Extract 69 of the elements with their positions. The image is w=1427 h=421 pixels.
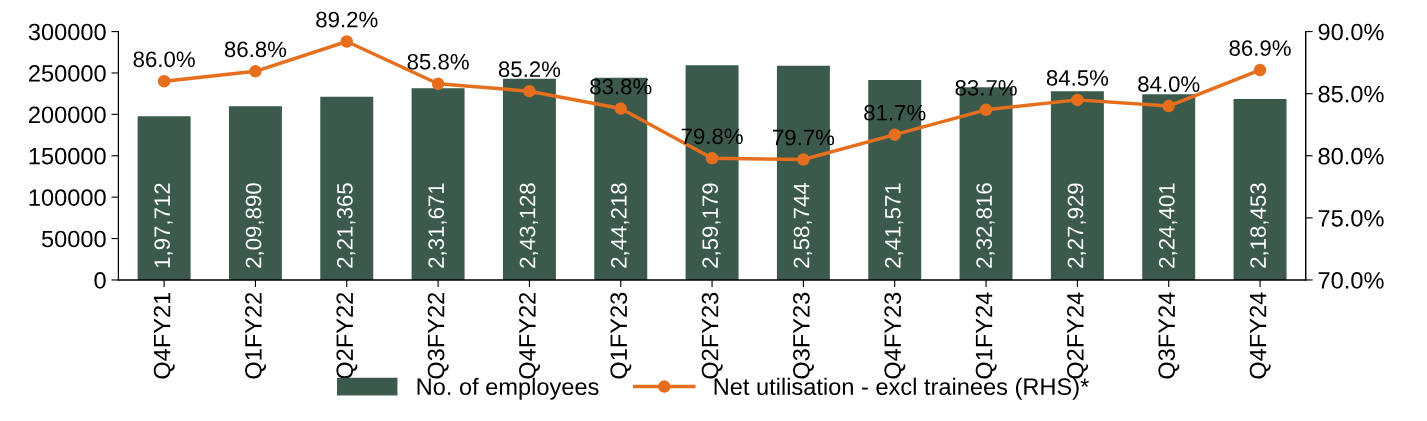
x-tick-label: Q2FY24	[1067, 292, 1088, 379]
data-label: 2,41,571	[884, 183, 904, 268]
data-label: 85.8%	[407, 53, 469, 70]
x-tick-label: Q1FY22	[245, 292, 266, 379]
point	[705, 152, 719, 165]
data-label: 2,09,890	[245, 183, 265, 268]
x-tick-label: Q4FY21	[153, 292, 175, 379]
data-label: 2,31,671	[428, 183, 447, 268]
x-tick-label: Q4FY23	[884, 292, 906, 379]
data-label: 2,58,744	[793, 183, 812, 268]
data-label: 2,43,128	[519, 183, 539, 268]
y2-tick-label: 70.0%	[1318, 272, 1384, 289]
data-label: 2,32,816	[976, 183, 995, 268]
x-tick-label: Q3FY23	[793, 292, 814, 379]
bar	[1233, 99, 1287, 280]
legend-label: Net utilisation - excl trainees (RHS)*	[714, 377, 1089, 400]
point	[431, 77, 445, 90]
point	[797, 153, 810, 166]
data-label: 2,59,179	[702, 183, 721, 268]
x-tick-label: Q2FY23	[701, 292, 723, 379]
point	[157, 75, 171, 88]
point	[1071, 93, 1084, 107]
y-tick-label: 250000	[29, 65, 106, 82]
bar	[228, 106, 282, 280]
x-tick-label: Q3FY22	[427, 292, 449, 379]
y2-tick-label: 80.0%	[1318, 147, 1384, 165]
data-label: 2,18,453	[1250, 183, 1269, 268]
data-label: 2,27,929	[1067, 183, 1086, 268]
bar	[320, 96, 374, 280]
y-tick-label: 50000	[41, 230, 106, 248]
x-tick-label: Q1FY24	[975, 292, 997, 379]
y-tick-label: 300000	[28, 23, 106, 41]
data-label: 84.5%	[1046, 70, 1109, 86]
point	[1162, 99, 1175, 113]
data-label: 1,97,712	[154, 183, 173, 268]
point	[979, 103, 993, 117]
point	[249, 65, 262, 78]
x-tick-label: Q1FY23	[610, 292, 632, 379]
x-tick-label: Q3FY24	[1158, 292, 1180, 379]
data-label: 2,44,218	[610, 183, 630, 268]
data-label: 85.2%	[498, 61, 561, 78]
data-label: 89.2%	[316, 11, 378, 28]
bar	[1050, 91, 1104, 280]
y-tick-label: 150000	[29, 147, 106, 165]
data-label: 86.0%	[133, 51, 195, 68]
data-label: 84.0%	[1138, 76, 1200, 92]
y2-tick-label: 85.0%	[1318, 85, 1384, 103]
bar	[502, 78, 556, 280]
data-label: 86.9%	[1229, 40, 1291, 56]
bar	[1142, 94, 1196, 280]
legend-label: No. of employees	[417, 377, 599, 400]
data-label: 86.8%	[224, 41, 287, 58]
y-tick-label: 200000	[29, 106, 106, 124]
y-tick-label: 100000	[29, 189, 106, 206]
point	[1253, 63, 1267, 77]
point	[614, 102, 627, 115]
x-tick-label: Q2FY22	[336, 292, 358, 379]
y2-tick-label: 90.0%	[1318, 23, 1384, 41]
bar	[411, 88, 465, 280]
data-label: 2,24,401	[1158, 183, 1178, 268]
point	[888, 128, 901, 141]
y-tick-label: 0	[94, 272, 106, 289]
y2-tick-label: 75.0%	[1318, 209, 1384, 227]
bar	[137, 116, 191, 280]
x-tick-label: Q4FY22	[519, 292, 540, 379]
point	[523, 84, 536, 98]
point	[340, 35, 354, 48]
data-label: 2,21,365	[336, 183, 356, 268]
x-tick-label: Q4FY24	[1249, 292, 1271, 379]
